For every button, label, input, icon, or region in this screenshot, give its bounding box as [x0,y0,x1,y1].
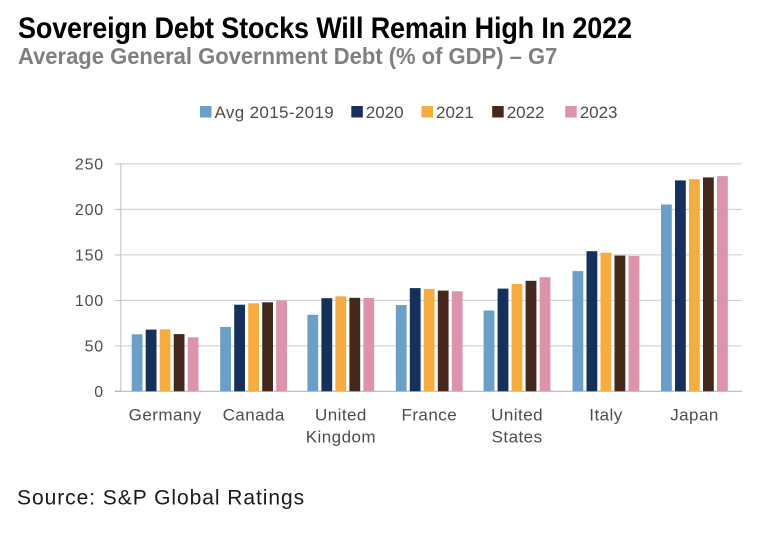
svg-text:2020: 2020 [366,103,404,122]
svg-text:United: United [491,405,543,424]
svg-text:100: 100 [75,293,104,310]
svg-text:Italy: Italy [589,405,622,424]
svg-text:Sovereign Debt Stocks Will Rem: Sovereign Debt Stocks Will Remain High I… [18,12,632,46]
svg-text:2023: 2023 [580,103,618,122]
svg-text:France: France [401,405,457,424]
svg-text:2022: 2022 [507,103,545,122]
svg-text:200: 200 [75,202,104,219]
svg-text:0: 0 [94,384,104,401]
svg-text:Average General Government Deb: Average General Government Debt (% of GD… [18,44,557,70]
svg-text:Kingdom: Kingdom [306,428,376,447]
svg-text:50: 50 [85,339,104,356]
svg-text:United: United [315,405,367,424]
svg-text:150: 150 [75,248,104,265]
svg-text:Canada: Canada [223,405,285,424]
svg-text:Source: S&P Global Ratings: Source: S&P Global Ratings [17,487,305,510]
svg-text:Avg 2015-2019: Avg 2015-2019 [215,103,335,122]
svg-text:Japan: Japan [670,405,719,424]
svg-text:250: 250 [75,157,104,174]
svg-text:Germany: Germany [129,405,202,424]
svg-text:States: States [492,428,543,447]
svg-text:2021: 2021 [436,103,474,122]
